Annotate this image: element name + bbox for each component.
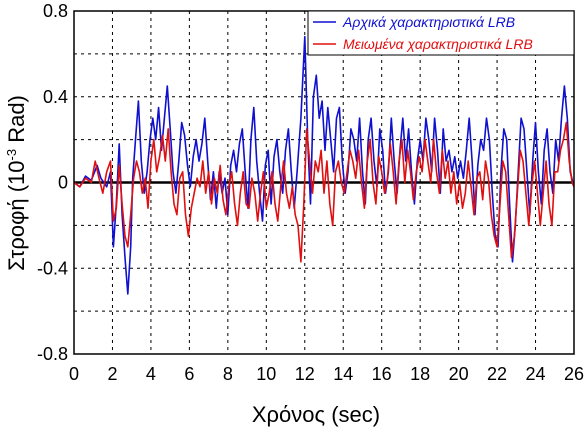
series-line-blue — [74, 35, 574, 295]
legend: Αρχικά χαρακτηριστικά LRB Μειωμένα χαρακ… — [307, 10, 575, 56]
y-axis-title-unit: Rad) — [4, 95, 29, 149]
y-tick-label: -0.4 — [37, 258, 68, 278]
y-tick-label: 0.8 — [43, 1, 68, 21]
x-tick-label: 18 — [410, 364, 430, 384]
legend-box — [307, 10, 575, 56]
y-tick-labels: 0.8 0.4 0 -0.4 -0.8 — [37, 1, 68, 364]
x-tick-label: 12 — [295, 364, 315, 384]
x-tick-label: 10 — [256, 364, 276, 384]
y-tick-label: -0.8 — [37, 344, 68, 364]
x-tick-label: 6 — [184, 364, 194, 384]
x-axis-title: Χρόνος (sec) — [252, 402, 380, 427]
legend-label-red: Μειωμένα χαρακτηριστικά LRB — [343, 36, 533, 52]
x-tick-label: 4 — [146, 364, 156, 384]
series-lines — [74, 35, 574, 295]
y-axis-title-main: Στροφή (10 — [4, 160, 29, 270]
legend-label-blue: Αρχικά χαρακτηριστικά LRB — [342, 14, 515, 30]
x-tick-label: 14 — [333, 364, 353, 384]
x-tick-label: 0 — [69, 364, 79, 384]
x-tick-labels: 0 2 4 6 8 10 12 14 16 18 20 22 24 26 — [69, 364, 584, 384]
x-tick-label: 16 — [372, 364, 392, 384]
x-tick-label: 2 — [107, 364, 117, 384]
y-tick-label: 0.4 — [43, 87, 68, 107]
x-tick-label: 22 — [487, 364, 507, 384]
x-tick-label: 24 — [526, 364, 546, 384]
x-tick-label: 8 — [223, 364, 233, 384]
x-tick-label: 26 — [564, 364, 584, 384]
y-axis-title-sup: -3 — [4, 149, 19, 161]
y-axis-title: Στροφή (10-3 Rad) — [4, 95, 29, 271]
y-tick-label: 0 — [58, 173, 68, 193]
x-tick-label: 20 — [449, 364, 469, 384]
series-line-red — [74, 121, 574, 263]
